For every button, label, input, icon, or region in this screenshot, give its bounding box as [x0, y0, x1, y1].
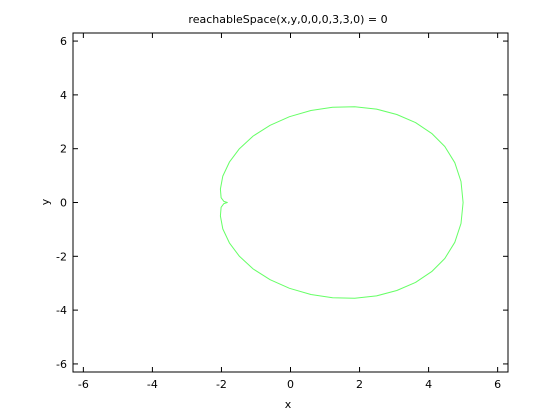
y-axis-label: y [39, 198, 52, 205]
y-tick-label: 6 [60, 35, 67, 48]
x-tick-label: -6 [78, 378, 89, 391]
x-tick-label: 6 [494, 378, 501, 391]
y-tick-label: 4 [60, 89, 67, 102]
x-tick-label: -4 [147, 378, 158, 391]
x-tick-label: 4 [425, 378, 432, 391]
plot-area [73, 33, 508, 372]
y-tick-label: 2 [60, 143, 67, 156]
chart-title: reachableSpace(x,y,0,0,0,3,3,0) = 0 [188, 13, 387, 26]
x-tick-label: 0 [287, 378, 294, 391]
y-tick-label: -6 [56, 358, 67, 371]
x-tick-label: 2 [356, 378, 363, 391]
x-axis-label: x [285, 398, 292, 411]
y-tick-label: 0 [60, 197, 67, 210]
y-tick-label: -4 [56, 304, 67, 317]
y-tick-label: -2 [56, 250, 67, 263]
x-tick-label: -2 [216, 378, 227, 391]
